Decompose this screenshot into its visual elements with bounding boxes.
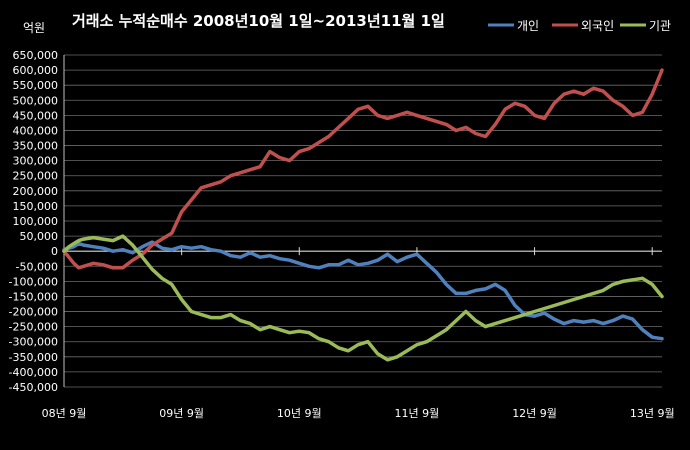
series-line-개인 <box>62 240 664 341</box>
y-tick-label: 300,000 <box>13 155 59 168</box>
legend-label: 기관 <box>649 19 671 33</box>
chart-title: 거래소 누적순매수 2008년10월 1일~2013년11월 1일 <box>72 12 445 30</box>
y-tick-label: 50,000 <box>20 230 59 243</box>
legend: 개인 외국인 기관 <box>488 19 671 33</box>
y-tick-label: 0 <box>51 245 58 258</box>
x-axis-tick-labels: 08년 9월 09년 9월 10년 9월 11년 9월 12년 9월 13년 9월 <box>42 407 675 420</box>
gridlines <box>63 54 662 388</box>
y-tick-label: 250,000 <box>13 170 59 183</box>
y-tick-label: 600,000 <box>13 64 59 77</box>
y-tick-label: 500,000 <box>13 94 59 107</box>
series-line-외국인 <box>62 68 664 270</box>
y-tick-label: -400,000 <box>9 366 58 379</box>
legend-label: 외국인 <box>581 19 614 33</box>
y-tick-label: -100,000 <box>9 275 58 288</box>
x-tick-label: 11년 9월 <box>395 407 440 420</box>
y-tick-label: 550,000 <box>13 79 59 92</box>
y-tick-label: -300,000 <box>9 336 58 349</box>
y-axis-unit-label: 억원 <box>23 21 45 35</box>
y-tick-label: -50,000 <box>16 260 58 273</box>
series-lines <box>62 68 664 362</box>
x-tick-label: 10년 9월 <box>277 407 322 420</box>
y-tick-label: -200,000 <box>9 306 58 319</box>
y-axis-tick-labels: 650,000 600,000 550,000 500,000 450,000 400,0… <box>9 49 58 394</box>
y-tick-label: -350,000 <box>9 351 58 364</box>
legend-label: 개인 <box>517 19 539 33</box>
x-tick-label: 12년 9월 <box>512 407 557 420</box>
y-tick-label: 150,000 <box>13 200 59 213</box>
y-tick-label: 200,000 <box>13 185 59 198</box>
series-line-기관 <box>62 234 664 362</box>
y-tick-label: 350,000 <box>13 140 59 153</box>
x-tick-label: 09년 9월 <box>159 407 204 420</box>
y-tick-label: -450,000 <box>9 381 58 394</box>
x-tick-label: 08년 9월 <box>42 407 87 420</box>
y-tick-label: 450,000 <box>13 109 59 122</box>
y-tick-label: 100,000 <box>13 215 59 228</box>
y-tick-label: 650,000 <box>13 49 59 62</box>
x-tick-label: 13년 9월 <box>630 407 675 420</box>
y-tick-label: 400,000 <box>13 124 59 137</box>
y-tick-label: -250,000 <box>9 321 58 334</box>
y-tick-label: -150,000 <box>9 290 58 303</box>
